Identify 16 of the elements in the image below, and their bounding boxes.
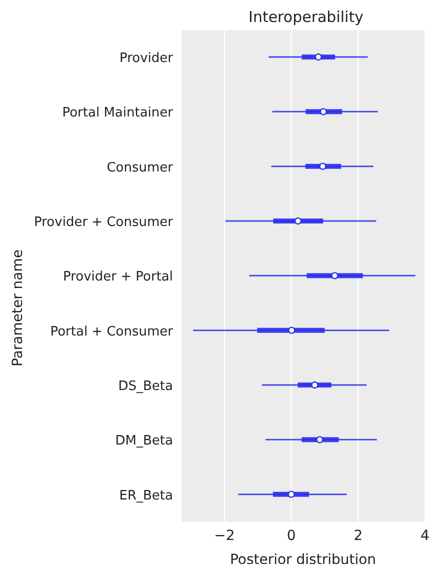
y-tick-label: ER_Beta [119, 488, 173, 504]
y-tick-label: Provider [119, 50, 174, 66]
x-tick-label: −2 [214, 528, 235, 544]
x-tick-label: 2 [354, 528, 363, 544]
y-tick-label: DS_Beta [118, 378, 173, 394]
x-axis-title: Posterior distribution [230, 552, 376, 568]
y-tick-label: DM_Beta [115, 434, 173, 449]
x-tick-label: 0 [286, 528, 296, 544]
y-tick-label: Portal Maintainer [62, 106, 174, 121]
y-tick-label: Provider + Consumer [34, 214, 174, 230]
chart-title: Interoperability [248, 8, 364, 26]
y-tick-label: Provider + Portal [62, 270, 173, 285]
y-tick-label: Consumer [106, 160, 174, 176]
y-axis-title: Parameter name [9, 248, 27, 368]
x-tick-label: 4 [420, 528, 430, 544]
y-tick-label: Portal + Consumer [50, 324, 174, 340]
